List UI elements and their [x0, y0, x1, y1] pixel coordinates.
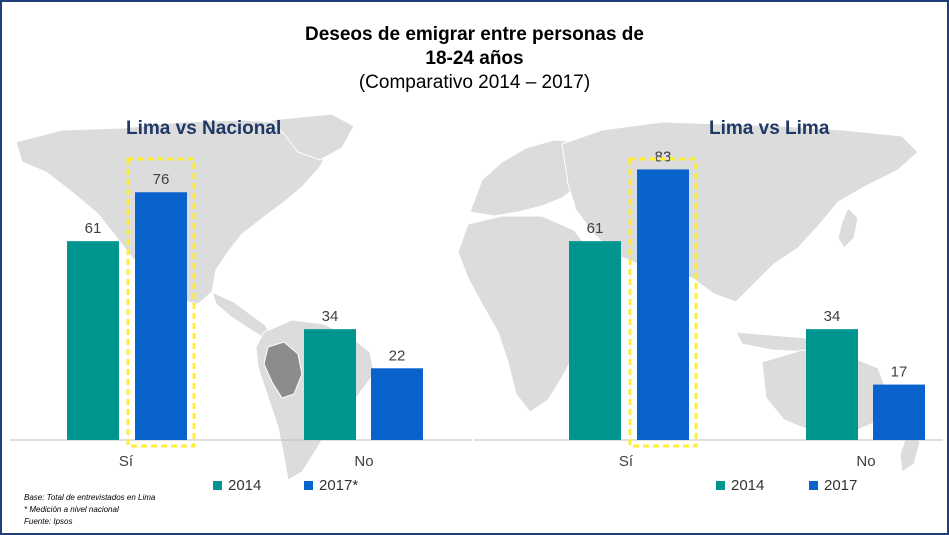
bar — [569, 241, 621, 440]
legend-label-2017: 2017 — [824, 477, 858, 494]
legend-swatch-2017 — [304, 481, 313, 490]
category-label: No — [856, 453, 875, 470]
highlight-box — [628, 157, 698, 448]
data-label: 76 — [153, 171, 170, 188]
data-label: 61 — [587, 220, 604, 237]
legend-item-2017-left: 2017* — [304, 477, 358, 494]
bar — [806, 329, 858, 440]
legend-swatch-2014 — [213, 481, 222, 490]
legend-item-2017-right: 2017 — [809, 477, 857, 494]
legend-label-2014: 2014 — [731, 477, 765, 494]
bar — [67, 241, 119, 440]
bar — [135, 192, 187, 440]
peru-shape — [263, 341, 303, 399]
chart-title-line-1: Deseos de emigrar entre personas de — [305, 24, 644, 45]
bar — [371, 368, 423, 440]
data-label: 34 — [824, 308, 841, 325]
legend-item-2014-right: 2014 — [716, 477, 764, 494]
legend-item-2014-left: 2014 — [213, 477, 261, 494]
bar — [873, 384, 925, 440]
data-label: 83 — [655, 148, 672, 165]
legend-swatch-2014 — [716, 481, 725, 490]
data-label: 22 — [389, 347, 406, 364]
category-label: Sí — [619, 453, 634, 470]
bar — [637, 169, 689, 441]
footnote-measurement: * Medición a nivel nacional — [24, 505, 119, 514]
legend-swatch-2017 — [809, 481, 818, 490]
category-label: No — [354, 453, 373, 470]
panel-title-lima-vs-lima: Lima vs Lima — [709, 118, 830, 139]
chart-title-line-2: 18-24 años — [425, 48, 524, 69]
footnote-base: Base: Total de entrevistados en Lima — [24, 493, 156, 502]
chart-subtitle: (Comparativo 2014 – 2017) — [358, 72, 591, 93]
legend-label-2014: 2014 — [228, 477, 262, 494]
data-label: 17 — [891, 364, 908, 381]
data-label: 34 — [322, 308, 339, 325]
data-label: 61 — [85, 220, 102, 237]
highlight-box — [126, 157, 196, 448]
panel-title-lima-vs-nacional: Lima vs Nacional — [126, 118, 282, 139]
bar — [304, 329, 356, 440]
legend-label-2017-star: 2017* — [319, 477, 359, 494]
footnote-source: Fuente: Ipsos — [24, 517, 73, 526]
category-label: Sí — [119, 453, 134, 470]
